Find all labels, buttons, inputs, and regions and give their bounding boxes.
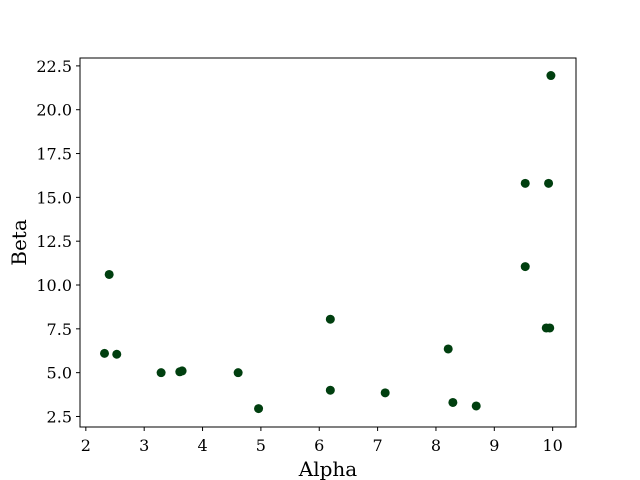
- data-point: [544, 178, 554, 188]
- y-tick-label: 15.0: [36, 188, 72, 207]
- data-point: [546, 71, 556, 81]
- data-point: [233, 368, 243, 378]
- data-point: [254, 404, 264, 414]
- points-layer: [100, 71, 556, 414]
- data-point: [448, 397, 458, 407]
- y-tick-label: 5.0: [47, 364, 72, 383]
- data-point: [177, 366, 187, 376]
- y-tick-label: 10.0: [36, 276, 72, 295]
- x-tick-label: 8: [431, 436, 441, 455]
- data-point: [520, 178, 530, 188]
- x-tick-label: 4: [197, 436, 207, 455]
- x-axis-label: Alpha: [298, 457, 358, 480]
- data-point: [156, 368, 166, 378]
- data-point: [545, 323, 555, 333]
- x-tick-label: 5: [256, 436, 266, 455]
- x-tick-label: 2: [81, 436, 91, 455]
- x-tick-label: 3: [139, 436, 149, 455]
- x-tick-label: 9: [489, 436, 499, 455]
- data-point: [104, 269, 114, 279]
- y-tick-label: 22.5: [36, 57, 72, 76]
- ticks-layer: 2 3 4 5 6 7 8 9 10 2.5 5.0 7.5 10.0 12.5 15.0 17.5 20.0 2…: [36, 57, 562, 455]
- y-tick-label: 20.0: [36, 101, 72, 120]
- plot-area-frame: [79, 57, 577, 428]
- data-point: [520, 262, 530, 272]
- data-point: [471, 401, 481, 411]
- y-tick-label: 7.5: [47, 320, 72, 339]
- x-tick-label: 6: [314, 436, 324, 455]
- y-tick-label: 12.5: [36, 232, 72, 251]
- data-point: [325, 385, 335, 395]
- data-point: [443, 344, 453, 354]
- data-point: [112, 349, 122, 359]
- data-point: [100, 348, 110, 358]
- data-point: [325, 314, 335, 324]
- y-tick-label: 17.5: [36, 145, 72, 164]
- x-tick-label: 7: [373, 436, 383, 455]
- x-tick-label: 10: [542, 436, 562, 455]
- y-axis-label: Beta: [7, 219, 31, 266]
- y-tick-label: 2.5: [47, 407, 72, 426]
- data-point: [380, 388, 390, 398]
